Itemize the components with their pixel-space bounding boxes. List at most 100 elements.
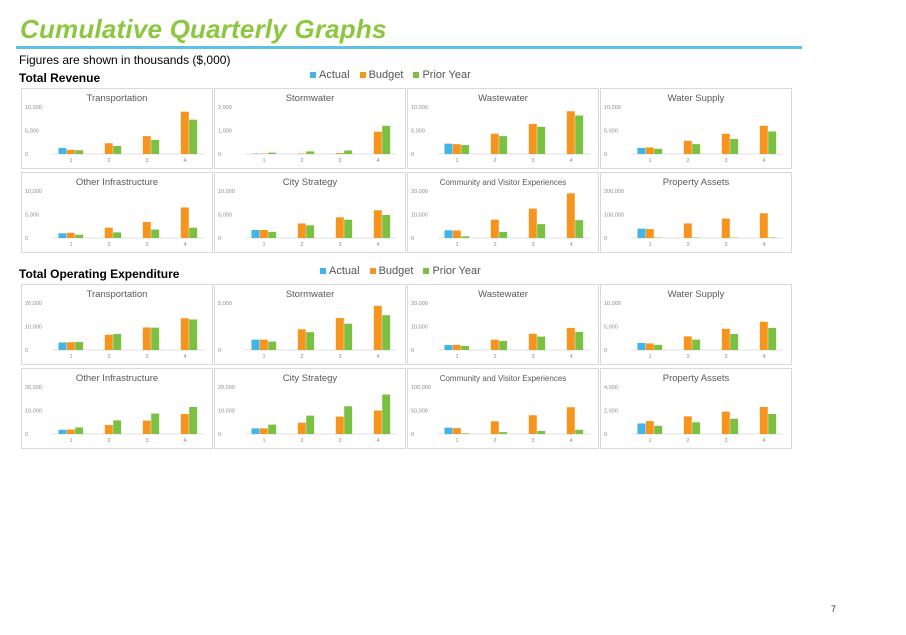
chart-expenditure-wastewater: Wastewater 0 10,000 20,000 1 2 3 4	[407, 284, 599, 365]
section-heading-expenditure: Total Operating Expenditure	[19, 267, 180, 281]
chart-expenditure-city-strategy: City Strategy 0 10,000 20,000 1 2 3 4	[214, 368, 406, 449]
bar-prior-year-q4	[189, 119, 198, 154]
bar-prior-year-q4	[189, 227, 198, 238]
x-tick-label: 1	[648, 438, 651, 444]
x-tick-label: 4	[376, 354, 379, 360]
y-tick-label: 5,000	[604, 129, 618, 135]
x-tick-label: 4	[569, 354, 572, 360]
bar-budget-q1	[66, 342, 75, 350]
x-tick-label: 3	[145, 438, 148, 444]
bar-prior-year-q1	[268, 341, 277, 350]
x-tick-label: 2	[493, 158, 496, 164]
bar-prior-year-q4	[575, 429, 584, 434]
x-tick-label: 3	[145, 242, 148, 248]
y-tick-label: 0	[604, 236, 607, 242]
y-tick-label: 0	[411, 236, 414, 242]
bar-actual-q1	[251, 428, 260, 434]
x-tick-label: 3	[338, 354, 341, 360]
legend-expenditure: Actual Budget Prior Year	[320, 265, 481, 277]
bar-prior-year-q1	[75, 427, 84, 434]
bar-prior-year-q3	[730, 138, 739, 154]
bar-prior-year-q4	[575, 220, 584, 238]
bar-actual-q1	[58, 429, 67, 434]
bar-budget-q1	[66, 429, 75, 434]
y-tick-label: 10,000	[411, 105, 428, 111]
x-tick-label: 3	[338, 158, 341, 164]
bar-budget-q4	[180, 111, 189, 154]
chart-revenue-community-and-visitor-experiences: Community and Visitor Experiences 0 10,000…	[407, 172, 599, 253]
x-tick-label: 2	[107, 354, 110, 360]
bar-prior-year-q3	[537, 430, 546, 434]
x-tick-label: 1	[648, 158, 651, 164]
y-tick-label: 0	[604, 152, 607, 158]
bar-actual-q1	[637, 342, 646, 350]
y-tick-label: 5,000	[218, 213, 232, 219]
bar-prior-year-q3	[344, 406, 353, 434]
bar-prior-year-q4	[382, 214, 391, 238]
x-tick-label: 3	[531, 438, 534, 444]
bar-prior-year-q3	[537, 126, 546, 154]
x-tick-label: 2	[686, 438, 689, 444]
bar-actual-q1	[58, 233, 67, 238]
y-tick-label: 10,000	[25, 189, 42, 195]
bar-prior-year-q3	[151, 229, 160, 238]
chart-title: Transportation	[87, 289, 148, 300]
bar-prior-year-q3	[537, 224, 546, 238]
bar-budget-q3	[721, 133, 730, 154]
y-tick-label: 10,000	[25, 409, 42, 415]
bar-budget-q2	[104, 227, 113, 238]
bar-prior-year-q2	[306, 151, 315, 154]
bar-budget-q2	[104, 334, 113, 350]
chart-title: Property Assets	[663, 373, 730, 384]
bar-budget-q4	[566, 111, 575, 154]
x-tick-label: 1	[69, 438, 72, 444]
y-tick-label: 20,000	[411, 301, 428, 307]
bar-prior-year-q2	[499, 231, 508, 238]
page-number: 7	[831, 604, 837, 614]
bar-prior-year-q4	[382, 125, 391, 154]
bar-budget-q2	[297, 329, 306, 350]
y-tick-label: 10,000	[25, 105, 42, 111]
bar-prior-year-q1	[461, 433, 470, 434]
bar-budget-q4	[566, 193, 575, 238]
bar-budget-q2	[490, 339, 499, 350]
bar-prior-year-q3	[730, 418, 739, 434]
bar-prior-year-q3	[151, 139, 160, 154]
bar-prior-year-q2	[499, 136, 508, 154]
x-tick-label: 2	[107, 242, 110, 248]
bar-budget-q1	[452, 428, 461, 434]
y-tick-label: 0	[25, 236, 28, 242]
bar-budget-q3	[528, 415, 537, 434]
bar-budget-q3	[721, 218, 730, 238]
bar-actual-q1	[251, 339, 260, 350]
chart-svg: Community and Visitor Experiences 0 50,000…	[411, 374, 590, 444]
x-tick-label: 4	[376, 158, 379, 164]
legend-item-budget: Budget	[359, 69, 403, 81]
bar-prior-year-q3	[730, 334, 739, 350]
bar-actual-q1	[444, 427, 453, 434]
chart-title: Other Infrastructure	[76, 373, 158, 384]
bar-actual-q1	[444, 230, 453, 238]
chart-svg: City Strategy 0 10,000 20,000 1 2 3 4	[218, 373, 397, 444]
bar-prior-year-q4	[382, 394, 391, 434]
bar-prior-year-q1	[268, 424, 277, 434]
x-tick-label: 1	[648, 354, 651, 360]
chart-expenditure-property-assets: Property Assets 0 2,000 4,000 1 2 3 4	[600, 368, 792, 449]
bar-budget-q1	[645, 229, 654, 238]
bar-prior-year-q3	[151, 413, 160, 434]
bar-prior-year-q1	[75, 150, 84, 154]
bar-actual-q1	[58, 342, 67, 350]
bar-prior-year-q1	[461, 145, 470, 154]
bar-budget-q1	[259, 339, 268, 350]
bar-prior-year-q1	[268, 152, 277, 154]
bar-prior-year-q4	[768, 414, 777, 434]
bar-budget-q4	[180, 318, 189, 350]
chart-title: Community and Visitor Experiences	[440, 374, 567, 383]
y-tick-label: 50,000	[411, 409, 428, 415]
chart-svg: Stormwater 0 1,000 2,000 1 2 3 4	[218, 93, 397, 164]
y-tick-label: 2,000	[604, 409, 618, 415]
x-tick-label: 3	[724, 354, 727, 360]
bar-budget-q4	[180, 207, 189, 238]
bar-prior-year-q4	[189, 406, 198, 434]
chart-svg: Water Supply 0 5,000 10,000 1 2 3 4	[604, 289, 783, 360]
